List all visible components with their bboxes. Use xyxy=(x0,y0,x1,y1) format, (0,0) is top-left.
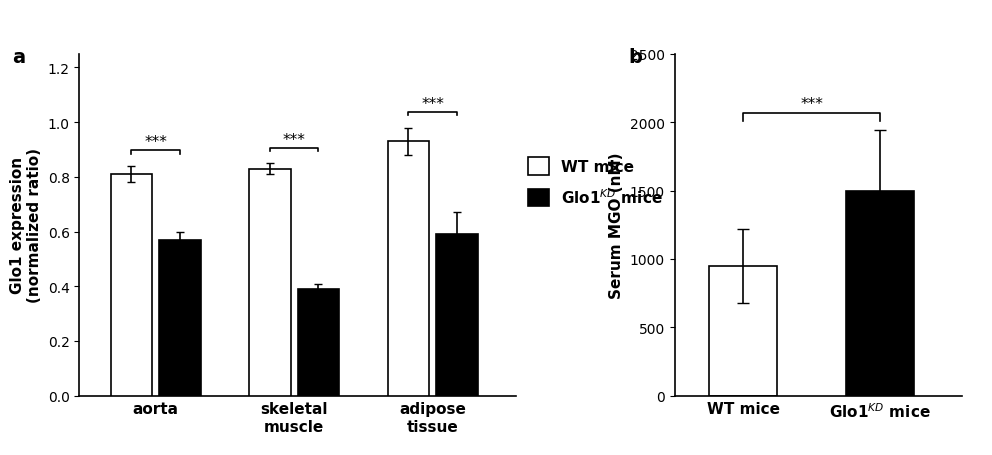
Bar xyxy=(249,169,291,396)
Bar xyxy=(709,266,778,396)
Bar xyxy=(388,142,430,396)
Text: ***: *** xyxy=(801,97,823,112)
Bar xyxy=(110,175,152,396)
Y-axis label: Serum MGO (nM): Serum MGO (nM) xyxy=(609,152,624,298)
Bar xyxy=(846,191,915,396)
Text: ***: *** xyxy=(283,132,306,147)
Y-axis label: Glo1 expression
(normalized ratio): Glo1 expression (normalized ratio) xyxy=(10,148,42,303)
Bar xyxy=(298,289,339,396)
Text: b: b xyxy=(629,48,643,67)
Text: ***: *** xyxy=(144,135,167,150)
Legend: WT mice, Glo1$^{KD}$ mice: WT mice, Glo1$^{KD}$ mice xyxy=(528,158,664,207)
Bar xyxy=(436,235,478,396)
Text: a: a xyxy=(12,48,25,67)
Text: ***: *** xyxy=(422,97,444,112)
Bar xyxy=(159,240,200,396)
